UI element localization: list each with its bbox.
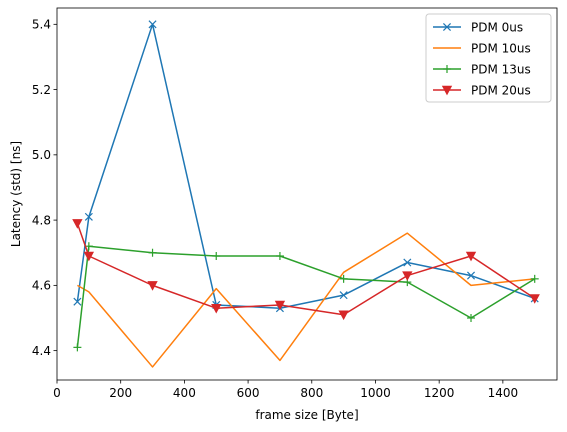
series-4-point bbox=[211, 303, 222, 314]
series-4-point bbox=[338, 310, 349, 321]
series-4-point bbox=[529, 294, 540, 304]
legend-label: PDM 10us bbox=[471, 41, 531, 55]
series-4-point bbox=[465, 251, 477, 262]
x-tick-label: 1000 bbox=[360, 386, 391, 400]
series-3-point bbox=[467, 314, 476, 322]
x-tick-label: 1200 bbox=[424, 386, 455, 400]
x-tick-label: 1400 bbox=[488, 386, 519, 400]
legend-label: PDM 0us bbox=[471, 20, 523, 34]
series-3-point bbox=[339, 274, 348, 283]
legend-marker bbox=[441, 85, 453, 96]
legend-label: PDM 20us bbox=[471, 83, 531, 97]
x-axis-label: frame size [Byte] bbox=[255, 408, 358, 422]
plot-area bbox=[56, 7, 558, 381]
series-1-point bbox=[466, 271, 476, 280]
series-4-point bbox=[402, 271, 413, 281]
series-1-point bbox=[84, 212, 93, 221]
series-3-point bbox=[148, 248, 157, 257]
series-1-point bbox=[403, 258, 412, 267]
y-tick-label: 5.0 bbox=[32, 148, 51, 162]
y-axis: 4.4 4.6 4.8 5.0 5.2 5.4 bbox=[32, 18, 57, 358]
x-axis: 0 200 400 600 800 1000 1200 1400 bbox=[53, 380, 518, 400]
y-tick-label: 4.6 bbox=[32, 279, 51, 293]
series-4-point bbox=[83, 251, 95, 262]
series-3-point bbox=[212, 252, 221, 260]
legend-label: PDM 13us bbox=[471, 62, 531, 76]
y-tick-label: 5.2 bbox=[32, 83, 51, 97]
legend-marker bbox=[443, 65, 451, 73]
series-line-2 bbox=[77, 232, 535, 368]
series-4-point bbox=[274, 300, 286, 311]
y-tick-label: 4.8 bbox=[32, 213, 51, 227]
series-3-point bbox=[530, 274, 539, 283]
series-4-point bbox=[72, 219, 83, 229]
legend-marker bbox=[442, 22, 452, 32]
legend-item: PDM 0us bbox=[433, 20, 523, 34]
y-tick-label: 4.4 bbox=[32, 344, 51, 358]
series-1-point bbox=[339, 291, 348, 300]
series-3-point bbox=[275, 252, 284, 260]
x-tick-label: 800 bbox=[300, 386, 323, 400]
x-tick-label: 400 bbox=[173, 386, 196, 400]
x-tick-label: 0 bbox=[53, 386, 61, 400]
x-tick-label: 200 bbox=[109, 386, 132, 400]
legend-box bbox=[425, 13, 552, 103]
x-tick-label: 600 bbox=[237, 386, 260, 400]
legend: PDM 0us PDM 10us PDM 13us PDM 20us bbox=[425, 13, 552, 103]
series-1-point bbox=[73, 297, 82, 306]
legend-item: PDM 10us bbox=[433, 41, 531, 55]
series-4-point bbox=[147, 281, 158, 291]
legend-item: PDM 20us bbox=[433, 83, 531, 97]
series-3-point bbox=[73, 343, 82, 352]
y-axis-label: Latency (std) [ns] bbox=[9, 141, 23, 247]
legend-item: PDM 13us bbox=[433, 62, 531, 76]
plot-frame bbox=[56, 7, 558, 381]
series-1-point bbox=[148, 20, 157, 29]
y-tick-label: 5.4 bbox=[32, 18, 51, 32]
